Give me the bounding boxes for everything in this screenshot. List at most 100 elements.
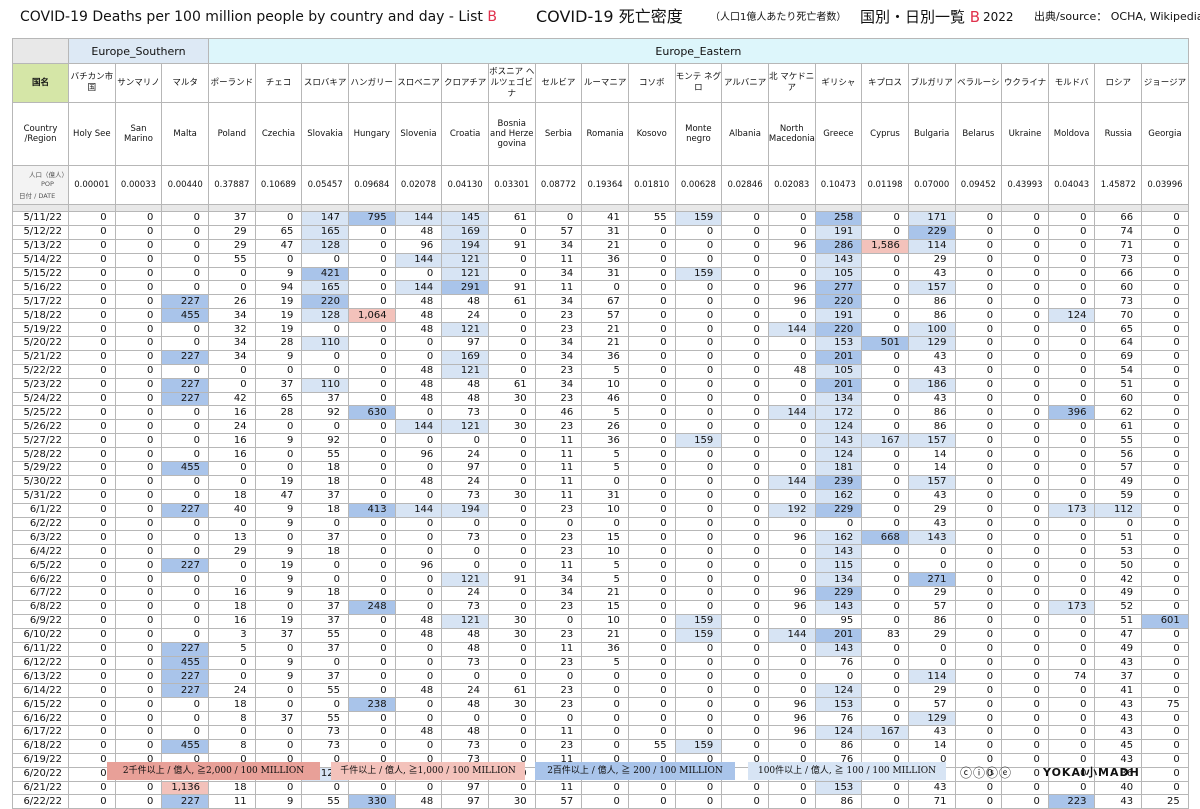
data-cell: 0 xyxy=(954,558,1003,574)
data-cell: 0 xyxy=(581,669,629,685)
data-cell: 34 xyxy=(208,308,256,324)
table-row: 5/13/22 0 0 0 29 47 128 0 96 194 91 34 21 0 0 0 96 286 1,5… xyxy=(12,238,1189,254)
data-cell: 0 xyxy=(254,252,303,268)
data-cell: 0 xyxy=(68,474,116,490)
data-cell: 0 xyxy=(347,391,396,407)
data-cell: 18 xyxy=(208,599,256,615)
date-cell: 5/22/22 xyxy=(12,363,69,379)
data-cell: 0 xyxy=(254,738,303,754)
data-cell: 0 xyxy=(861,599,909,615)
data-cell: 0 xyxy=(674,711,723,726)
data-cell: 0 xyxy=(1047,322,1096,338)
data-cell: 0 xyxy=(68,252,116,268)
data-cell: 0 xyxy=(721,349,769,365)
spacer-cell xyxy=(12,204,69,212)
data-cell: 0 xyxy=(114,377,163,393)
data-cell: 91 xyxy=(487,280,536,296)
data-cell: 0 xyxy=(954,474,1003,490)
data-cell: 0 xyxy=(1047,266,1096,282)
data-cell: 0 xyxy=(674,252,723,268)
data-cell: 1,586 xyxy=(861,238,909,254)
data-cell: 0 xyxy=(68,377,116,393)
data-cell: 96 xyxy=(767,294,816,310)
data-cell: 0 xyxy=(441,558,489,574)
data-cell: 0 xyxy=(674,238,723,254)
data-cell: 55 xyxy=(1094,433,1143,449)
data-cell: 0 xyxy=(954,613,1003,629)
data-cell: 0 xyxy=(394,266,443,282)
country-en-name: Georgia xyxy=(1141,102,1189,166)
data-cell: 0 xyxy=(1141,683,1189,699)
table-row: 5/22/22 0 0 0 0 0 0 0 48 121 0 23 5 0 0 0 48 105 0 43 0 0 0 54 0 xyxy=(12,363,1189,379)
table-row: 6/6/22 0 0 0 0 9 0 0 0 121 91 34 5 0 0 0 0 134 0 271 0 0 0 42 0 xyxy=(12,572,1189,588)
data-cell: 0 xyxy=(814,516,863,532)
data-cell: 24 xyxy=(441,586,489,601)
data-cell: 0 xyxy=(114,711,163,726)
data-cell: 0 xyxy=(1047,336,1096,351)
country-en-name: North Macedonia xyxy=(767,102,816,166)
data-cell: 0 xyxy=(954,391,1003,407)
data-cell: 167 xyxy=(861,724,909,740)
data-cell: 0 xyxy=(861,363,909,379)
country-en-row: Country /Region Holy See San Marino Malta Po… xyxy=(12,102,1189,166)
data-cell: 0 xyxy=(114,683,163,699)
data-cell: 73 xyxy=(441,488,489,504)
population-value: 0.04130 xyxy=(441,165,489,205)
data-cell: 0 xyxy=(1047,641,1096,657)
data-cell: 0 xyxy=(674,586,723,601)
spacer-cell xyxy=(1047,204,1096,212)
data-cell: 29 xyxy=(907,683,956,699)
data-cell: 0 xyxy=(534,613,583,629)
data-cell: 61 xyxy=(487,294,536,310)
data-cell: 0 xyxy=(208,558,256,574)
table-row: 5/11/22 0 0 0 37 0 147 795 144 145 61 0 41 55 159 0 0 258… xyxy=(12,211,1189,226)
data-cell: 43 xyxy=(907,488,956,504)
title-japanese: COVID-19 死亡密度 xyxy=(536,7,683,26)
data-cell: 29 xyxy=(907,502,956,518)
data-cell: 191 xyxy=(814,224,863,240)
data-cell: 173 xyxy=(1047,599,1096,615)
population-value: 0.43993 xyxy=(1001,165,1049,205)
data-cell: 0 xyxy=(114,572,163,588)
data-cell: 96 xyxy=(767,280,816,296)
data-cell: 0 xyxy=(954,586,1003,601)
data-cell: 61 xyxy=(487,683,536,699)
data-cell: 124 xyxy=(814,724,863,740)
data-cell: 0 xyxy=(1141,544,1189,560)
data-cell: 0 xyxy=(1141,405,1189,421)
table-row: 6/5/22 0 0 227 0 19 0 0 96 0 0 11 5 0 0 0 0 115 0 0 0 0 0 50 0 xyxy=(12,558,1189,574)
data-cell: 0 xyxy=(487,322,536,338)
data-cell: 0 xyxy=(347,224,396,240)
date-cell: 5/17/22 xyxy=(12,294,69,310)
spacer-cell xyxy=(68,204,116,212)
data-cell: 0 xyxy=(954,530,1003,546)
data-cell: 144 xyxy=(394,502,443,518)
population-value: 0.09684 xyxy=(347,165,396,205)
data-cell: 0 xyxy=(721,586,769,601)
data-cell: 0 xyxy=(114,697,163,713)
data-cell: 30 xyxy=(487,794,536,809)
data-cell: 0 xyxy=(674,447,723,463)
data-cell: 0 xyxy=(674,599,723,615)
data-cell: 0 xyxy=(1001,447,1049,463)
data-cell: 0 xyxy=(721,474,769,490)
data-cell: 57 xyxy=(534,224,583,240)
data-cell: 162 xyxy=(814,488,863,504)
population-value: 0.00001 xyxy=(68,165,116,205)
data-cell: 0 xyxy=(161,238,209,254)
data-cell: 61 xyxy=(487,377,536,393)
table-row: 5/14/22 0 0 0 55 0 0 0 144 121 0 11 36 0 0 0 0 143 0 29 0 0 0 7… xyxy=(12,252,1189,268)
data-cell: 0 xyxy=(487,433,536,449)
data-cell: 0 xyxy=(441,544,489,560)
data-cell: 55 xyxy=(301,711,349,726)
data-cell: 143 xyxy=(814,433,863,449)
data-cell: 0 xyxy=(674,280,723,296)
data-cell: 220 xyxy=(814,294,863,310)
population-value: 0.09452 xyxy=(954,165,1003,205)
date-cell: 6/7/22 xyxy=(12,586,69,601)
data-cell: 0 xyxy=(208,572,256,588)
data-cell: 36 xyxy=(581,252,629,268)
data-cell: 0 xyxy=(627,530,676,546)
data-cell: 0 xyxy=(721,419,769,435)
data-cell: 0 xyxy=(114,280,163,296)
